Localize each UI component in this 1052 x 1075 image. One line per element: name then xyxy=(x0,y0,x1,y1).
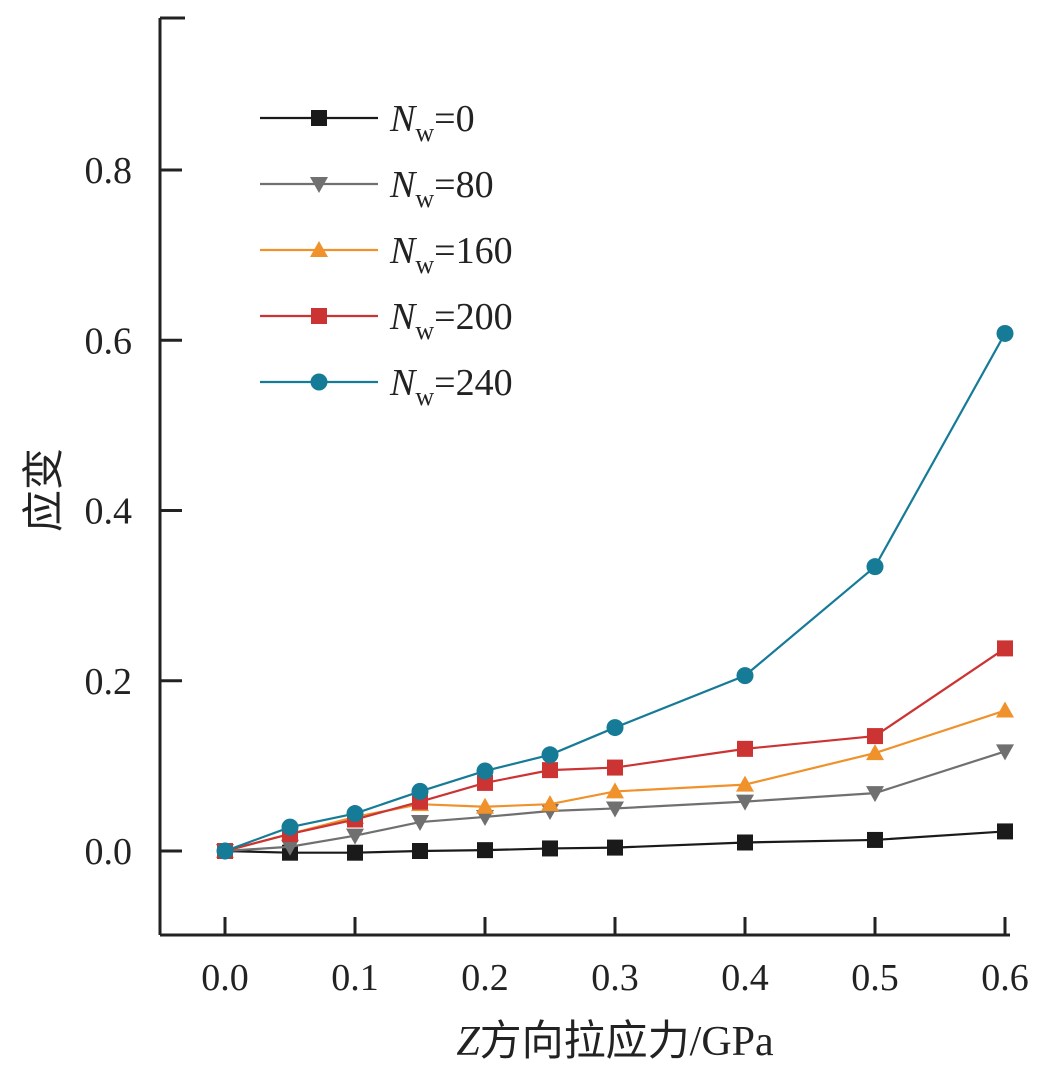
data-point xyxy=(281,818,299,836)
legend-label: Nw=200 xyxy=(389,296,513,345)
x-tick-label: 0.3 xyxy=(591,957,639,999)
series-4 xyxy=(216,324,1014,860)
x-tick-label: 0.1 xyxy=(331,957,379,999)
series-3 xyxy=(217,640,1013,859)
series-line xyxy=(224,750,1006,853)
data-point xyxy=(606,719,624,737)
series-0 xyxy=(217,823,1013,861)
legend-marker xyxy=(310,373,328,391)
data-point xyxy=(216,842,234,860)
data-point xyxy=(477,774,493,791)
data-point xyxy=(476,797,494,814)
x-tick-label: 0.4 xyxy=(721,957,769,999)
y-tick-label: 0.4 xyxy=(85,491,133,533)
data-point xyxy=(866,744,884,761)
legend-label: Nw=80 xyxy=(389,164,494,213)
data-point xyxy=(606,782,624,799)
data-point xyxy=(996,744,1014,761)
series-line xyxy=(224,830,1006,854)
legend-item: Nw=240 xyxy=(260,362,513,411)
data-point xyxy=(542,840,558,857)
legend-marker xyxy=(311,308,327,324)
legend-item: Nw=200 xyxy=(260,296,513,345)
x-tick-label: 0.2 xyxy=(461,957,509,999)
legend-item: Nw=0 xyxy=(260,98,475,147)
series-line xyxy=(224,709,1006,853)
data-point xyxy=(346,805,364,823)
data-point xyxy=(606,801,624,818)
data-point xyxy=(411,782,429,800)
data-point xyxy=(866,786,884,803)
legend-label: Nw=240 xyxy=(389,362,513,411)
y-axis-title: 应变 xyxy=(21,448,68,532)
data-point xyxy=(607,759,623,776)
legend-marker xyxy=(311,110,327,126)
legend-marker xyxy=(310,241,328,257)
data-point xyxy=(476,809,494,826)
legend-item: Nw=80 xyxy=(260,164,494,213)
data-point xyxy=(281,839,299,856)
data-point xyxy=(541,795,559,812)
y-tick-label: 0.6 xyxy=(85,320,133,362)
data-point xyxy=(736,775,754,792)
data-point xyxy=(867,831,883,848)
legend-item: Nw=160 xyxy=(260,230,513,279)
x-axis-title-italic: Z xyxy=(456,1019,480,1065)
data-point xyxy=(411,815,429,832)
y-tick-label: 0.2 xyxy=(85,661,133,703)
data-point xyxy=(737,740,753,757)
data-point xyxy=(542,762,558,779)
data-point xyxy=(737,834,753,851)
data-point xyxy=(996,324,1014,342)
data-point xyxy=(477,842,493,859)
y-tick-label: 0.8 xyxy=(85,150,133,192)
data-point xyxy=(996,701,1014,718)
data-point xyxy=(412,843,428,859)
legend-marker xyxy=(310,177,328,193)
data-point xyxy=(867,728,883,745)
data-point xyxy=(997,823,1013,840)
data-point xyxy=(866,558,884,576)
data-point xyxy=(997,640,1013,657)
data-point xyxy=(736,794,754,811)
data-point xyxy=(541,746,559,764)
series-line xyxy=(224,332,1006,853)
series-1 xyxy=(216,744,1014,860)
data-point xyxy=(346,828,364,845)
axes: 0.0 0.2 0.4 0.6 0.8 0.0 0.1 0.2 0.3 0.4 0.5 0.6 xyxy=(85,16,1029,999)
x-axis-title: Z方向拉应力/GPa xyxy=(456,1018,774,1065)
series-line xyxy=(224,647,1006,853)
y-tick-label: 0.0 xyxy=(85,831,133,873)
series-layer xyxy=(216,324,1014,861)
x-tick-label: 0.5 xyxy=(851,957,899,999)
legend-label: Nw=160 xyxy=(389,230,513,279)
data-point xyxy=(607,839,623,856)
legend-label: Nw=0 xyxy=(389,98,475,147)
x-tick-label: 0.6 xyxy=(981,957,1029,999)
data-point xyxy=(736,667,754,685)
data-point xyxy=(476,762,494,780)
data-point xyxy=(347,844,363,861)
x-axis-title-rest: 方向拉应力/GPa xyxy=(480,1018,774,1065)
legend: Nw=0 Nw=80 Nw=160 Nw=200 Nw=240 xyxy=(260,98,513,411)
x-tick-label: 0.0 xyxy=(201,957,249,999)
